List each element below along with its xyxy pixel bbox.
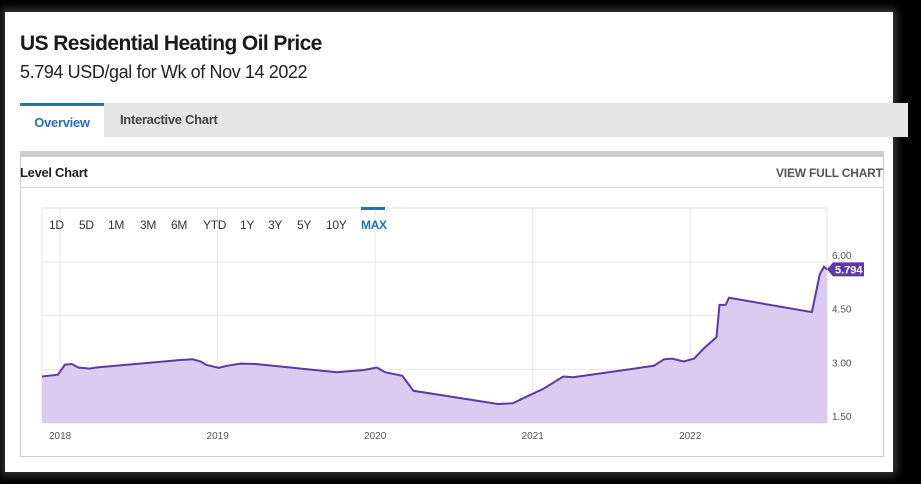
x-tick-label: 2018 [49,431,72,442]
page-title: US Residential Heating Oil Price [20,32,322,55]
x-tick-label: 2021 [522,431,545,442]
tab-overview[interactable]: Overview [20,103,104,137]
range-3m[interactable]: 3M [140,218,157,232]
tab-interactive-chart[interactable]: Interactive Chart [120,112,218,127]
range-ytd[interactable]: YTD [203,218,227,232]
x-tick-label: 2019 [207,431,230,442]
range-active-indicator [361,207,385,210]
y-tick-label: 3.00 [832,358,852,369]
range-6m[interactable]: 6M [171,218,188,232]
range-10y[interactable]: 10Y [326,218,347,232]
area-fill [42,266,827,423]
y-tick-label: 1.50 [832,412,852,423]
range-max[interactable]: MAX [361,218,387,232]
range-3y[interactable]: 3Y [268,218,283,232]
range-1d[interactable]: 1D [49,218,64,232]
page-subtitle: 5.794 USD/gal for Wk of Nov 14 2022 [20,62,308,82]
divider [21,187,883,188]
card-title: Level Chart [20,165,88,180]
range-1y[interactable]: 1Y [240,218,255,232]
x-tick-label: 2020 [364,431,387,442]
range-1m[interactable]: 1M [108,218,125,232]
last-value-label: 5.794 [835,264,863,276]
range-5y[interactable]: 5Y [297,218,312,232]
range-5d[interactable]: 5D [79,218,94,232]
price-line [41,265,828,406]
tab-bar: Overview Interactive Chart [20,103,908,137]
x-tick-label: 2022 [679,431,702,442]
view-full-chart-link[interactable]: VIEW FULL CHART [776,166,883,180]
y-tick-label: 6.00 [832,251,852,262]
y-tick-label: 4.50 [832,305,852,316]
last-value-badge [827,262,864,277]
